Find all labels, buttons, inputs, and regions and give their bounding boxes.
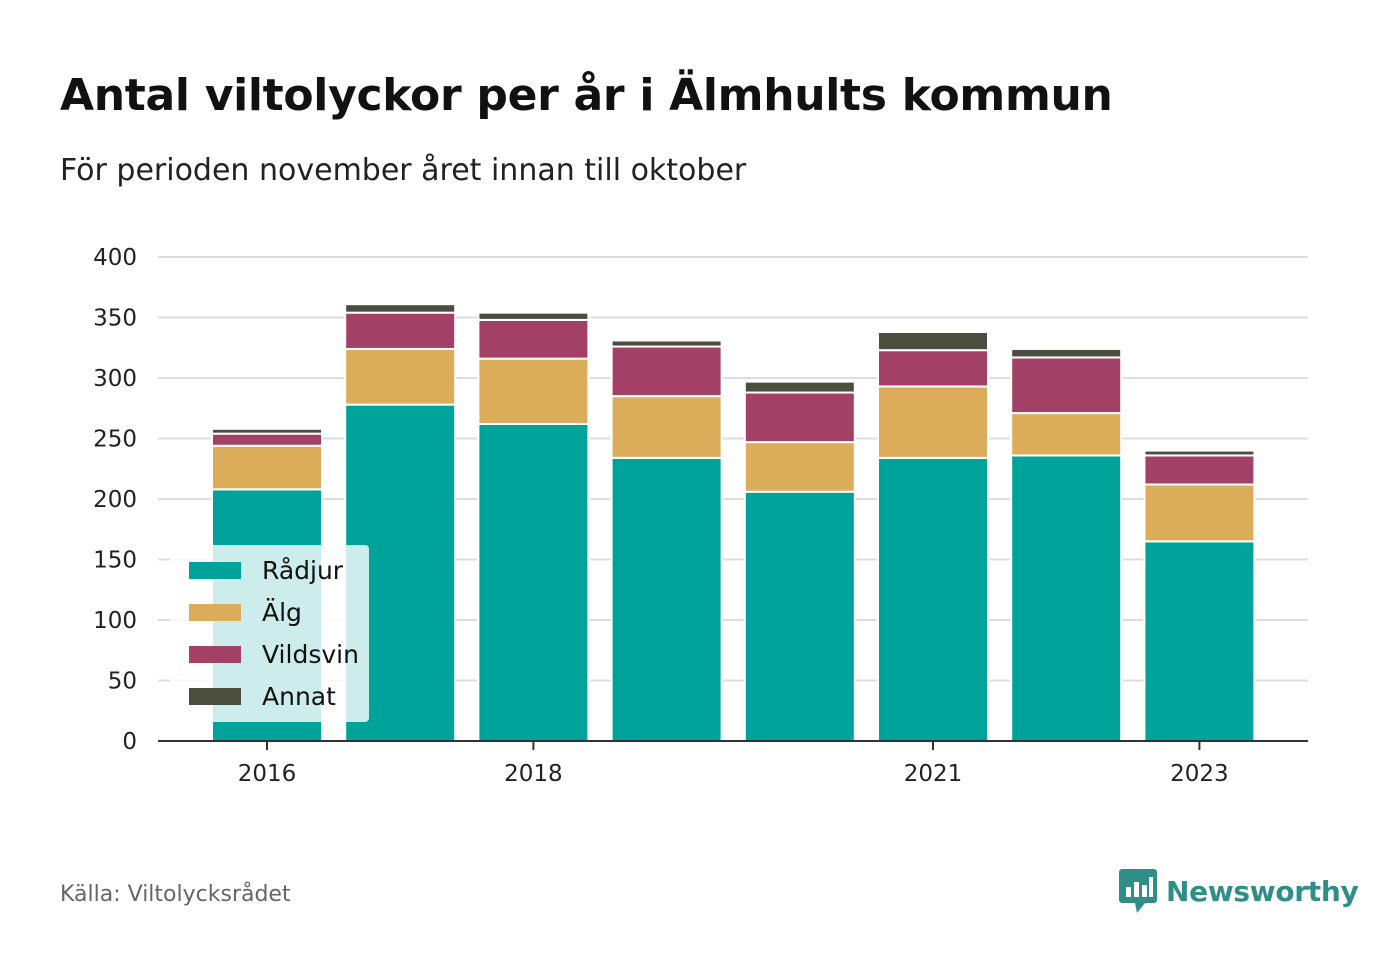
bars xyxy=(211,303,1256,742)
y-tick-label: 200 xyxy=(93,487,137,513)
x-tick-label: 2016 xyxy=(238,761,297,787)
chart-title: Antal viltolyckor per år i Älmhults komm… xyxy=(60,70,1113,121)
bar-segment xyxy=(477,422,590,742)
brand-logo: Newsworthy xyxy=(1118,866,1359,916)
bar-segment xyxy=(1010,454,1123,742)
bar-segment xyxy=(877,456,989,742)
bar-segment xyxy=(344,347,457,406)
bar-segment xyxy=(743,441,856,493)
y-tick-label: 100 xyxy=(93,608,137,634)
bar-segment xyxy=(344,311,457,350)
bar-segment xyxy=(477,318,590,360)
y-tick-label: 250 xyxy=(93,427,137,453)
bar-segment xyxy=(477,311,590,321)
bar-segment xyxy=(610,345,723,398)
bar-segment xyxy=(1143,449,1256,457)
legend-label: Annat xyxy=(262,682,336,711)
bar-segment xyxy=(877,349,989,388)
bar-segment xyxy=(1010,347,1123,359)
bar-segment xyxy=(477,357,590,425)
x-tick-label: 2023 xyxy=(1170,761,1229,787)
bar-segment xyxy=(877,385,989,459)
y-tick-label: 300 xyxy=(93,366,137,392)
source-note: Källa: Viltolycksrådet xyxy=(60,882,291,907)
legend-box xyxy=(170,545,369,722)
bar-segment xyxy=(1143,540,1256,742)
bar-segment xyxy=(743,380,856,394)
legend-label: Vildsvin xyxy=(262,640,359,669)
bar-segment xyxy=(1143,483,1256,543)
y-tick-label: 150 xyxy=(93,548,137,574)
legend-swatch xyxy=(189,646,241,663)
bar-segment xyxy=(1010,412,1123,457)
y-tick-label: 0 xyxy=(122,729,137,755)
legend-swatch xyxy=(189,562,241,579)
bar-segment xyxy=(610,339,723,348)
bar-segment xyxy=(211,444,323,491)
legend-label: Rådjur xyxy=(262,556,344,585)
bar-segment xyxy=(1143,454,1256,486)
bar-segment xyxy=(211,432,323,447)
bar-segment xyxy=(344,303,457,314)
brand-name: Newsworthy xyxy=(1166,874,1359,908)
x-tick-label: 2018 xyxy=(504,761,563,787)
y-tick-label: 350 xyxy=(93,306,137,332)
legend-swatch xyxy=(189,688,241,705)
x-tick-label: 2021 xyxy=(904,761,963,787)
y-tick-label: 50 xyxy=(108,669,137,695)
legend: Rådjur Älg Vildsvin Annat xyxy=(170,545,369,722)
chart-subtitle: För perioden november året innan till ok… xyxy=(60,153,747,188)
bar-segment xyxy=(610,395,723,459)
bar-segment xyxy=(743,490,856,742)
bar-segment xyxy=(1010,356,1123,415)
newsworthy-logo-icon xyxy=(1119,869,1157,913)
bar-segment xyxy=(610,456,723,742)
legend-swatch xyxy=(189,604,241,621)
bar-segment xyxy=(211,427,323,435)
legend-label: Älg xyxy=(262,598,302,627)
bar-segment xyxy=(743,391,856,444)
bar-segment xyxy=(877,331,989,352)
y-tick-label: 400 xyxy=(93,245,137,271)
axes: 0 50 100 150 200 250 300 350 400 2016 2018 2021 2023 xyxy=(93,245,1308,787)
